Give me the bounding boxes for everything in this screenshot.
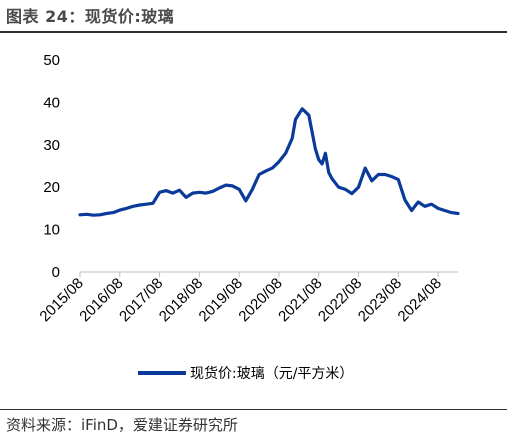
legend: 现货价:玻璃（元/平方米）	[138, 365, 353, 382]
y-tick-labels: 0 10 20 30 40 50	[43, 52, 60, 281]
y-tick-label: 20	[43, 179, 60, 196]
y-tick-label: 30	[43, 137, 60, 154]
legend-label: 现货价:玻璃（元/平方米）	[190, 365, 353, 382]
x-tick-label: 2022/08	[315, 275, 365, 325]
x-tick-labels: 2015/082016/082017/082018/082019/082020/…	[36, 272, 445, 325]
y-tick-label: 50	[43, 52, 60, 69]
y-tick-label: 0	[52, 264, 60, 281]
x-tick-label: 2023/08	[355, 275, 405, 325]
x-tick-label: 2024/08	[395, 275, 445, 325]
x-tick-label: 2016/08	[76, 275, 126, 325]
figure-title: 图表 24：现货价:玻璃	[6, 7, 175, 26]
x-tick-label: 2020/08	[235, 275, 285, 325]
title-rule	[0, 31, 507, 33]
source-note: 资料来源：iFinD，爱建证券研究所	[6, 416, 238, 434]
x-tick-label: 2021/08	[275, 275, 325, 325]
x-tick-label: 2015/08	[36, 275, 86, 325]
x-tick-label: 2019/08	[196, 275, 246, 325]
x-tick-label: 2017/08	[116, 275, 166, 325]
price-line-chart: 0 10 20 30 40 50 2015/082016/082017/082018/08…	[36, 52, 460, 382]
series-line-glass-spot-price	[78, 107, 460, 217]
x-tick-label: 2018/08	[156, 275, 206, 325]
y-tick-label: 10	[43, 222, 60, 239]
footer-rule	[0, 409, 507, 410]
y-tick-label: 40	[43, 94, 60, 111]
